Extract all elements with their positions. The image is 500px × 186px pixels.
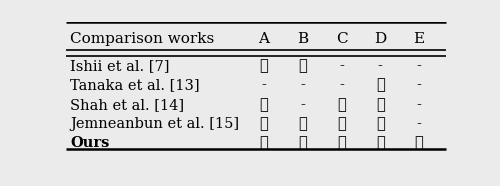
Text: Ours: Ours — [70, 136, 110, 150]
Text: C: C — [336, 32, 347, 46]
Text: ✓: ✓ — [376, 98, 384, 112]
Text: ✓: ✓ — [260, 59, 268, 73]
Text: ✓: ✓ — [298, 117, 307, 131]
Text: ✓: ✓ — [337, 117, 346, 131]
Text: ✓: ✓ — [337, 98, 346, 112]
Text: Tanaka et al. [13]: Tanaka et al. [13] — [70, 78, 200, 92]
Text: Shah et al. [14]: Shah et al. [14] — [70, 98, 184, 112]
Text: -: - — [416, 117, 422, 131]
Text: B: B — [297, 32, 308, 46]
Text: -: - — [378, 59, 382, 73]
Text: Jemneanbun et al. [15]: Jemneanbun et al. [15] — [70, 117, 239, 131]
Text: ✓: ✓ — [337, 136, 346, 150]
Text: E: E — [414, 32, 424, 46]
Text: -: - — [262, 78, 266, 92]
Text: -: - — [300, 98, 305, 112]
Text: ✓: ✓ — [414, 136, 424, 150]
Text: -: - — [339, 59, 344, 73]
Text: ✓: ✓ — [376, 117, 384, 131]
Text: A: A — [258, 32, 270, 46]
Text: ✓: ✓ — [260, 98, 268, 112]
Text: -: - — [339, 78, 344, 92]
Text: -: - — [300, 78, 305, 92]
Text: ✓: ✓ — [376, 136, 384, 150]
Text: -: - — [416, 59, 422, 73]
Text: ✓: ✓ — [298, 136, 307, 150]
Text: ✓: ✓ — [298, 59, 307, 73]
Text: Comparison works: Comparison works — [70, 32, 214, 46]
Text: -: - — [416, 78, 422, 92]
Text: D: D — [374, 32, 386, 46]
Text: -: - — [416, 98, 422, 112]
Text: ✓: ✓ — [260, 136, 268, 150]
Text: ✓: ✓ — [376, 78, 384, 92]
Text: ✓: ✓ — [260, 117, 268, 131]
Text: Ishii et al. [7]: Ishii et al. [7] — [70, 59, 170, 73]
